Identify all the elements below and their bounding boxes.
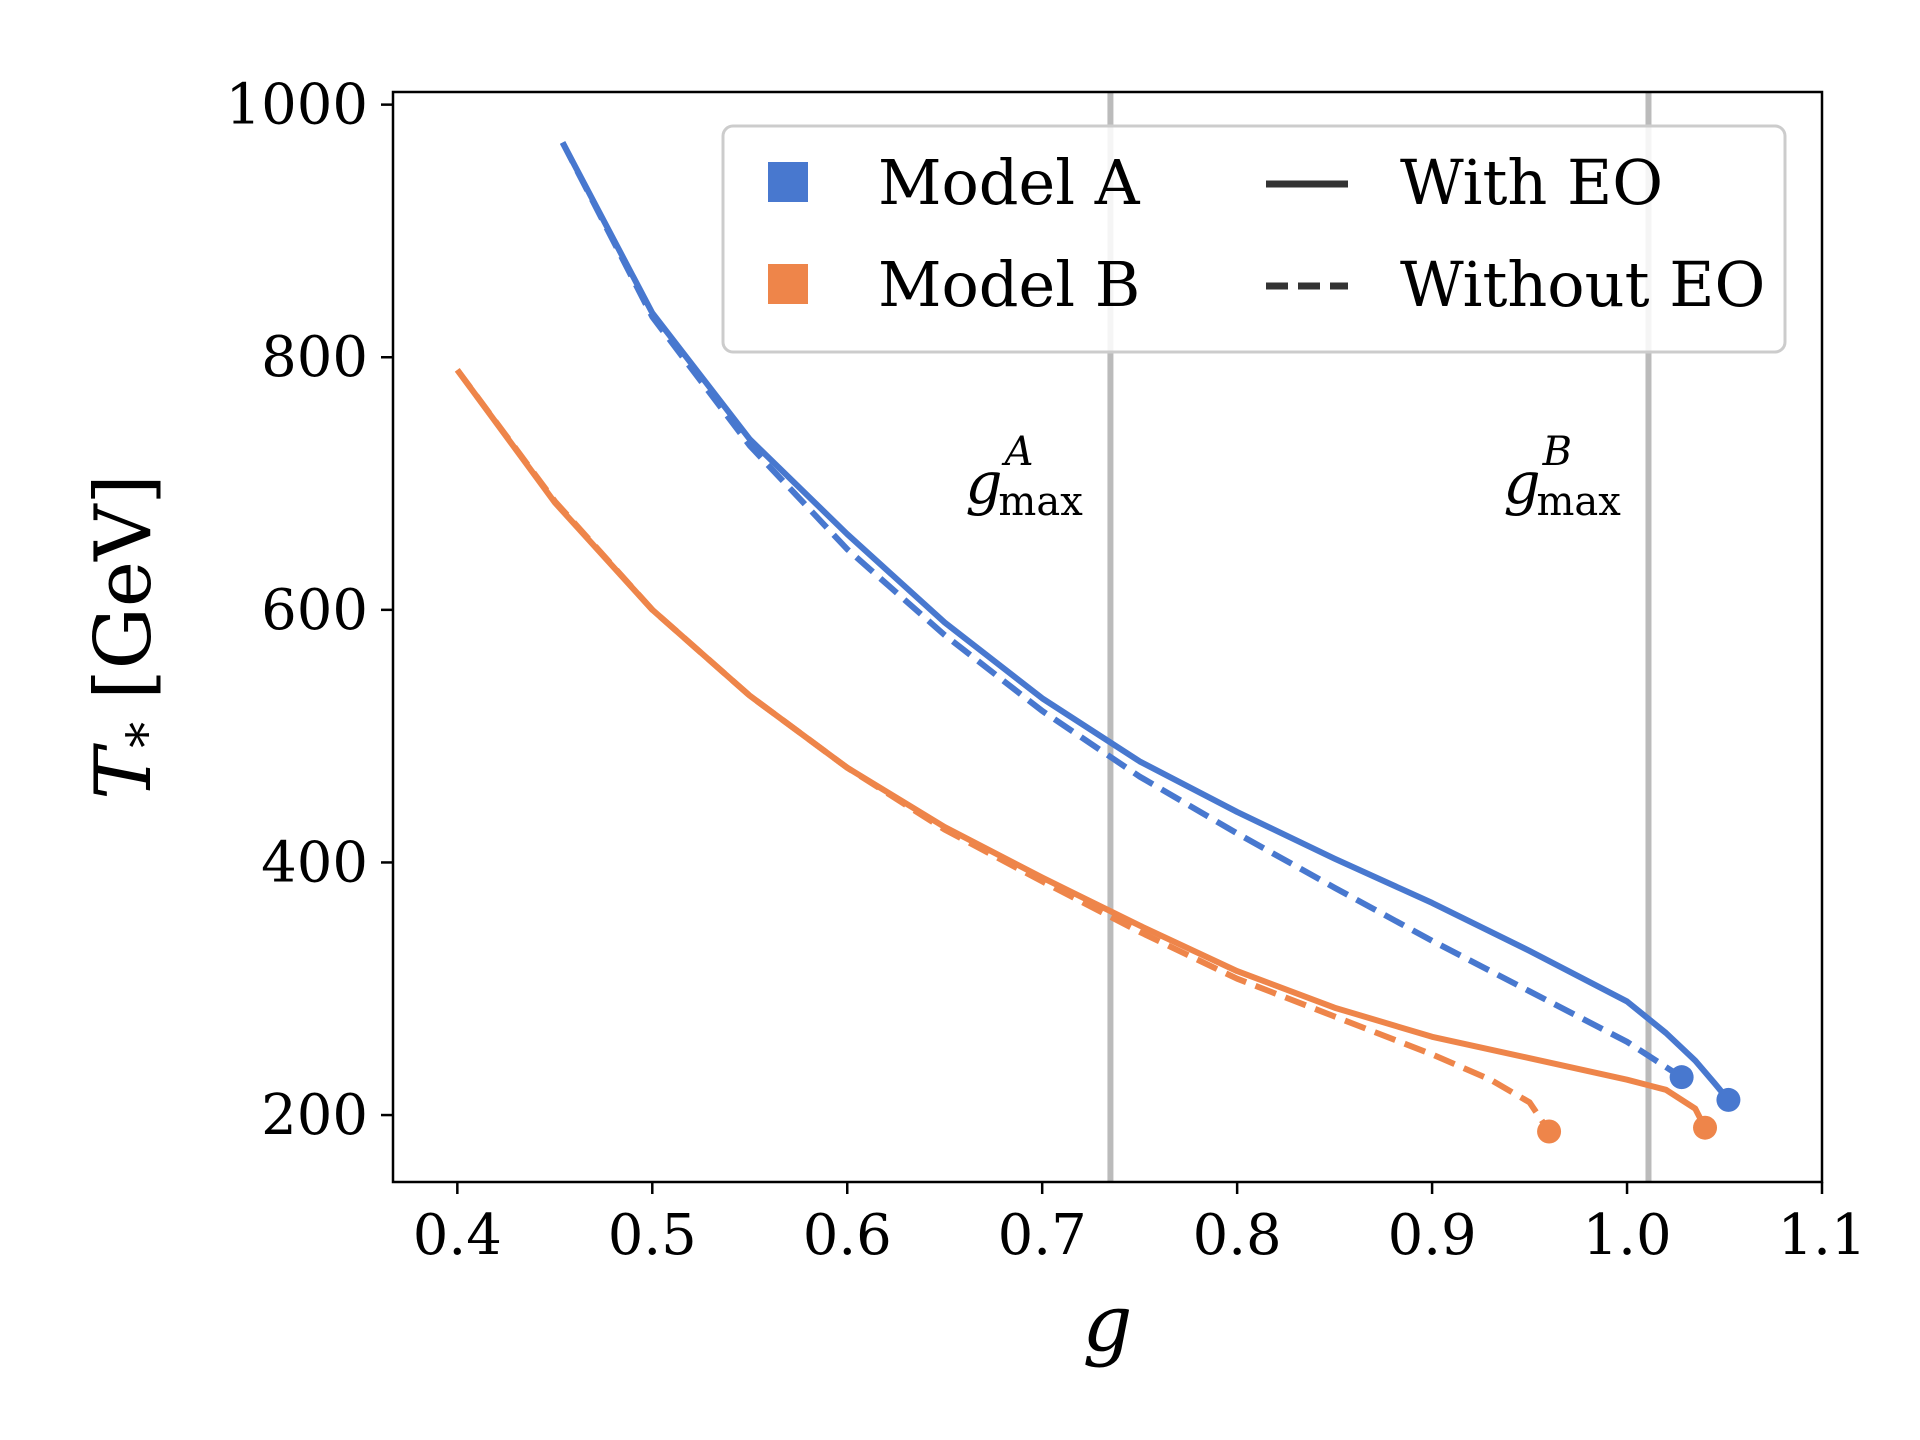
legend-label-model-b: Model B — [878, 248, 1140, 321]
y-tick-label: 1000 — [225, 73, 368, 138]
series-lines — [454, 141, 1731, 1134]
y-axis-label-main: T — [79, 743, 169, 800]
annotation-g-max-b: gB max — [1503, 429, 1621, 525]
annotation-subscript: max — [1536, 479, 1621, 525]
y-tick-label: 600 — [261, 578, 368, 643]
y-axis-label-subscript: * — [117, 722, 177, 748]
plot-frame — [391, 90, 1824, 1184]
y-axis-ticks: 200 400 600 800 1000 — [225, 73, 393, 1148]
x-tick-label: 0.6 — [803, 1203, 892, 1268]
series-line-model-a-without-eo — [559, 141, 1684, 1080]
legend-label-without-eo: Without EO — [1400, 248, 1765, 321]
y-axis-label: T* [GeV] — [79, 474, 177, 800]
x-tick-label: 0.8 — [1193, 1203, 1282, 1268]
annotation-base: g — [1503, 449, 1540, 517]
x-tick-label: 1.1 — [1777, 1203, 1866, 1268]
series-line-model-b-with-eo — [454, 368, 1708, 1130]
legend: Model A Model B With EO Without EO — [721, 124, 1787, 354]
annotation-subscript: max — [998, 479, 1083, 525]
y-tick-label: 800 — [261, 325, 368, 390]
legend-label-with-eo: With EO — [1400, 146, 1663, 219]
endpoint-model-b-with-eo — [1693, 1115, 1718, 1140]
endpoint-model-a-with-eo — [1716, 1087, 1741, 1112]
vline-annotations: gA max gB max — [965, 429, 1621, 525]
annotation-superscript: A — [1001, 429, 1034, 475]
x-tick-label: 1.0 — [1583, 1203, 1672, 1268]
legend-label-model-a: Model A — [878, 146, 1141, 219]
series-endpoints — [1537, 1065, 1741, 1144]
x-tick-label: 0.4 — [413, 1203, 502, 1268]
y-tick-label: 400 — [261, 830, 368, 895]
y-tick-label: 200 — [261, 1083, 368, 1148]
legend-swatch-model-a — [768, 162, 808, 202]
x-tick-label: 0.7 — [998, 1203, 1087, 1268]
series-line-model-a-with-eo — [559, 141, 1731, 1102]
legend-swatch-model-b — [768, 264, 808, 304]
series-line-model-b-without-eo — [454, 368, 1552, 1134]
y-axis-label-unit: [GeV] — [79, 474, 169, 700]
x-tick-label: 0.9 — [1388, 1203, 1477, 1268]
legend-box — [721, 124, 1787, 354]
annotation-g-max-a: gA max — [965, 429, 1083, 525]
x-axis-ticks: 0.4 0.5 0.6 0.7 0.8 0.9 1.0 1.1 — [413, 1182, 1867, 1268]
x-tick-label: 0.5 — [608, 1203, 697, 1268]
endpoint-model-a-without-eo — [1669, 1065, 1694, 1090]
annotation-superscript: B — [1542, 429, 1572, 475]
endpoint-model-b-without-eo — [1537, 1119, 1562, 1144]
x-axis-label: g — [1083, 1279, 1133, 1369]
annotation-base: g — [965, 449, 1002, 517]
